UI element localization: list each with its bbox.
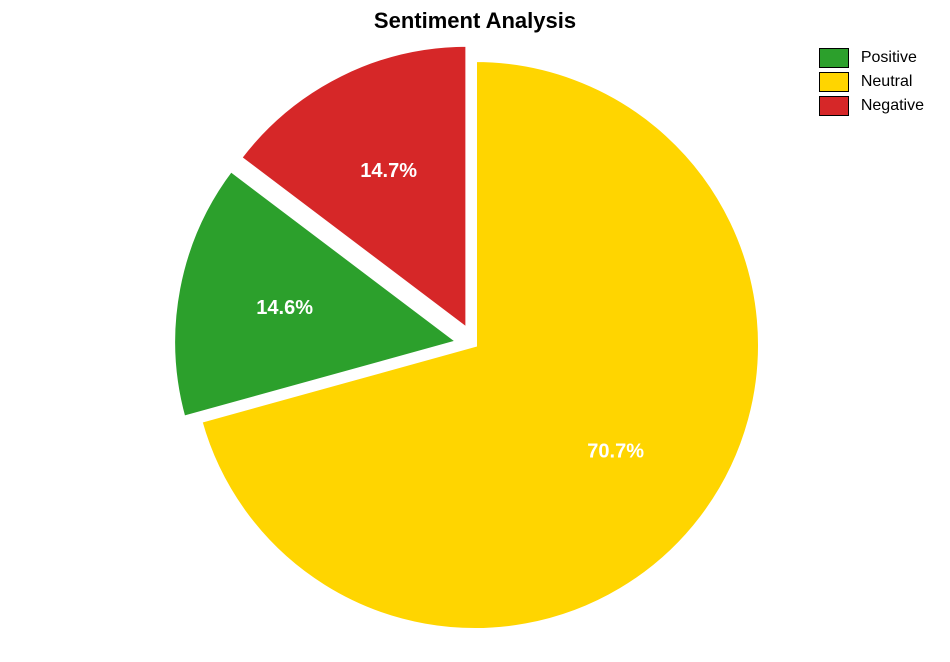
legend-label-positive: Positive (861, 49, 917, 67)
legend-swatch-positive (819, 48, 849, 68)
legend-label-neutral: Neutral (861, 73, 913, 91)
legend-item-neutral: Neutral (819, 72, 924, 92)
pie-label-neutral: 70.7% (587, 440, 644, 462)
legend-label-negative: Negative (861, 97, 924, 115)
legend-item-negative: Negative (819, 96, 924, 116)
legend: Positive Neutral Negative (819, 48, 924, 120)
legend-item-positive: Positive (819, 48, 924, 68)
sentiment-pie-chart: Sentiment Analysis 14.7%14.6%70.7% Posit… (0, 0, 950, 662)
pie-svg: 14.7% 14.6% 70.7% (0, 0, 950, 662)
legend-swatch-neutral (819, 72, 849, 92)
legend-swatch-negative (819, 96, 849, 116)
pie-label-negative: 14.7% (360, 160, 417, 182)
pie-label-positive: 14.6% (256, 297, 313, 319)
